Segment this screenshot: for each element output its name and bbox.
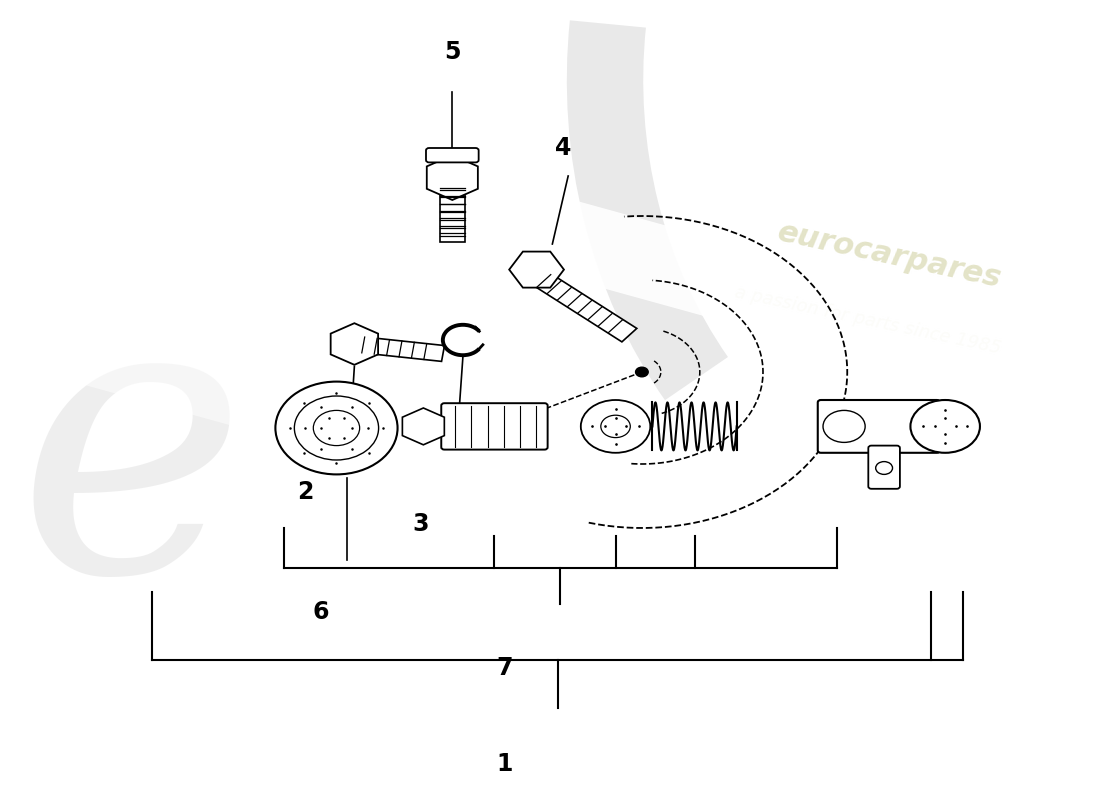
- Circle shape: [636, 367, 648, 377]
- Circle shape: [823, 410, 866, 442]
- Polygon shape: [353, 336, 444, 362]
- Text: 6: 6: [312, 600, 329, 624]
- Polygon shape: [0, 280, 1100, 680]
- FancyBboxPatch shape: [868, 446, 900, 489]
- Circle shape: [911, 400, 980, 453]
- FancyBboxPatch shape: [817, 400, 939, 453]
- Circle shape: [876, 462, 892, 474]
- Circle shape: [275, 382, 397, 474]
- Text: 5: 5: [444, 40, 461, 64]
- FancyBboxPatch shape: [426, 148, 478, 162]
- Text: 4: 4: [554, 136, 571, 160]
- Text: 1: 1: [497, 752, 514, 776]
- FancyBboxPatch shape: [441, 403, 548, 450]
- Text: e: e: [16, 275, 246, 653]
- Polygon shape: [529, 270, 637, 342]
- Text: 3: 3: [412, 512, 429, 536]
- Circle shape: [581, 400, 650, 453]
- Text: 7: 7: [497, 656, 514, 680]
- Text: 2: 2: [297, 480, 313, 504]
- FancyBboxPatch shape: [440, 188, 465, 242]
- Polygon shape: [0, 40, 1100, 440]
- Text: a passion for parts since 1985: a passion for parts since 1985: [734, 283, 1003, 357]
- Text: eurocarpares: eurocarpares: [774, 218, 1004, 294]
